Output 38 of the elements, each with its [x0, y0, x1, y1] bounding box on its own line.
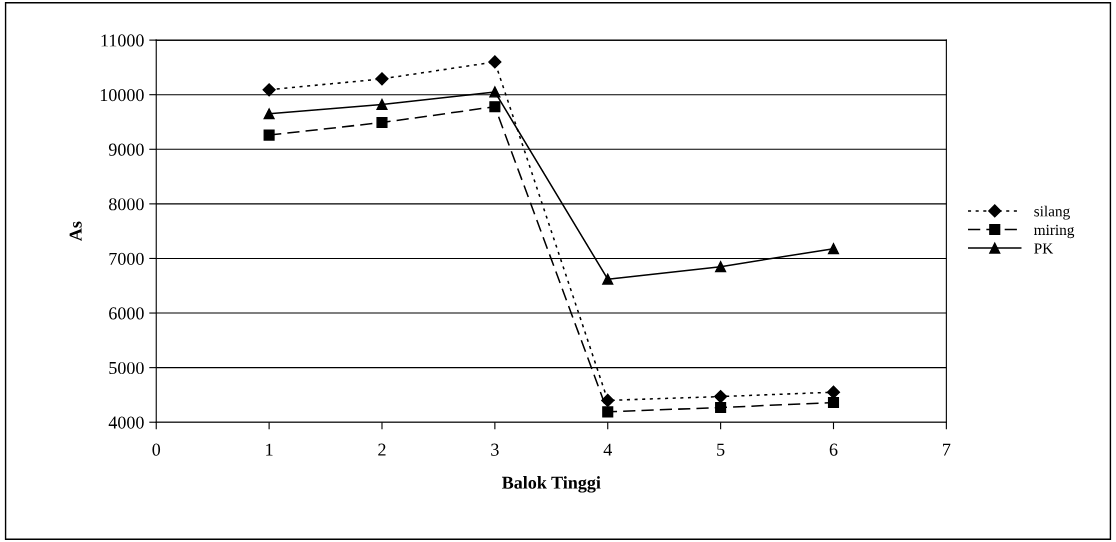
point [488, 55, 502, 69]
x-tick-label: 6 [829, 443, 838, 456]
x-tick-label: 1 [266, 443, 273, 456]
y-tick-label: 4000 [108, 416, 144, 429]
x-tick-label: 3 [491, 443, 499, 456]
y-tick-label: 9000 [108, 143, 144, 156]
point [375, 72, 389, 86]
y-tick-label: 10000 [100, 88, 144, 102]
x-tick-label: 2 [378, 443, 386, 456]
point [376, 116, 388, 129]
legend-label: silang [1034, 205, 1070, 220]
x-tick-label: 7 [943, 443, 951, 456]
y-tick-label: 6000 [109, 307, 144, 320]
x-tick-label: 0 [152, 443, 161, 456]
point [263, 129, 275, 141]
point [602, 406, 614, 418]
y-tick-label: 8000 [109, 198, 144, 211]
point [263, 108, 275, 120]
point [826, 385, 841, 399]
legend-label: miring [1034, 224, 1075, 239]
point [827, 243, 840, 255]
point [602, 273, 614, 285]
x-tick-label: 5 [717, 443, 725, 456]
point [262, 83, 276, 97]
x-axis-title: Balok Tinggi [502, 476, 601, 493]
point [489, 101, 501, 113]
point [715, 261, 727, 273]
point [489, 86, 501, 98]
y-tick-label: 7000 [109, 252, 144, 265]
point [714, 389, 728, 404]
y-axis-title: As [69, 221, 82, 242]
point [376, 98, 388, 111]
point [827, 397, 840, 409]
y-tick-label: 5000 [109, 361, 144, 375]
y-tick-label: 11000 [101, 34, 144, 47]
legend-label: PK [1034, 243, 1054, 254]
x-tick-label: 4 [603, 443, 612, 456]
point [715, 401, 727, 414]
